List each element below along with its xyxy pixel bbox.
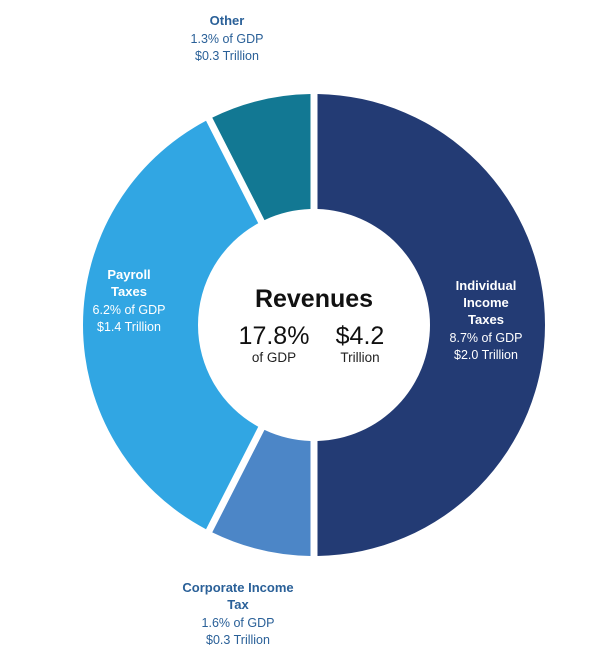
slice-amount: $0.3 Trillion [206, 633, 270, 647]
slice-payroll-taxes [83, 120, 259, 530]
center-amount-value: $4.2 [336, 322, 385, 350]
slice-label-individual-income-taxes: Individual Income Taxes 8.7% of GDP $2.0 Tri… [450, 278, 523, 362]
slice-label-other: Other 1.3% of GDP $0.3 Trillion [191, 13, 264, 63]
slice-amount: $2.0 Trillion [454, 348, 518, 362]
slices-layer [83, 94, 546, 556]
slice-label-corporate-income-tax: Corporate Income Tax 1.6% of GDP $0.3 Trill… [182, 580, 293, 647]
slice-name-line: Tax [227, 597, 249, 612]
slice-name-line: Individual [456, 278, 517, 293]
slice-name-line: Other [210, 13, 245, 28]
slice-name-line: Taxes [468, 312, 504, 327]
slice-name-line: Income [463, 295, 509, 310]
slice-label-payroll-taxes: Payroll Taxes 6.2% of GDP $1.4 Trillion [93, 267, 166, 334]
center-amount-caption: Trillion [340, 350, 379, 365]
center-summary: Revenues 17.8% of GDP $4.2 Trillion [239, 285, 385, 365]
center-pct-value: 17.8% [239, 322, 310, 350]
slice-other [212, 94, 311, 221]
slice-name-line: Payroll [107, 267, 150, 282]
slice-amount: $1.4 Trillion [97, 320, 161, 334]
slice-pct-gdp: 1.6% of GDP [202, 616, 275, 630]
slice-pct-gdp: 1.3% of GDP [191, 32, 264, 46]
slice-pct-gdp: 6.2% of GDP [93, 303, 166, 317]
slice-name-line: Taxes [111, 284, 147, 299]
slice-amount: $0.3 Trillion [195, 49, 259, 63]
center-pct-caption: of GDP [252, 350, 296, 365]
slice-individual-income-taxes [317, 94, 546, 556]
slice-pct-gdp: 8.7% of GDP [450, 331, 523, 345]
slice-corporate-income-tax [212, 429, 311, 556]
center-title: Revenues [255, 285, 373, 313]
slice-name-line: Corporate Income [182, 580, 293, 595]
labels-layer: Individual Income Taxes 8.7% of GDP $2.0 Tri… [93, 13, 523, 647]
